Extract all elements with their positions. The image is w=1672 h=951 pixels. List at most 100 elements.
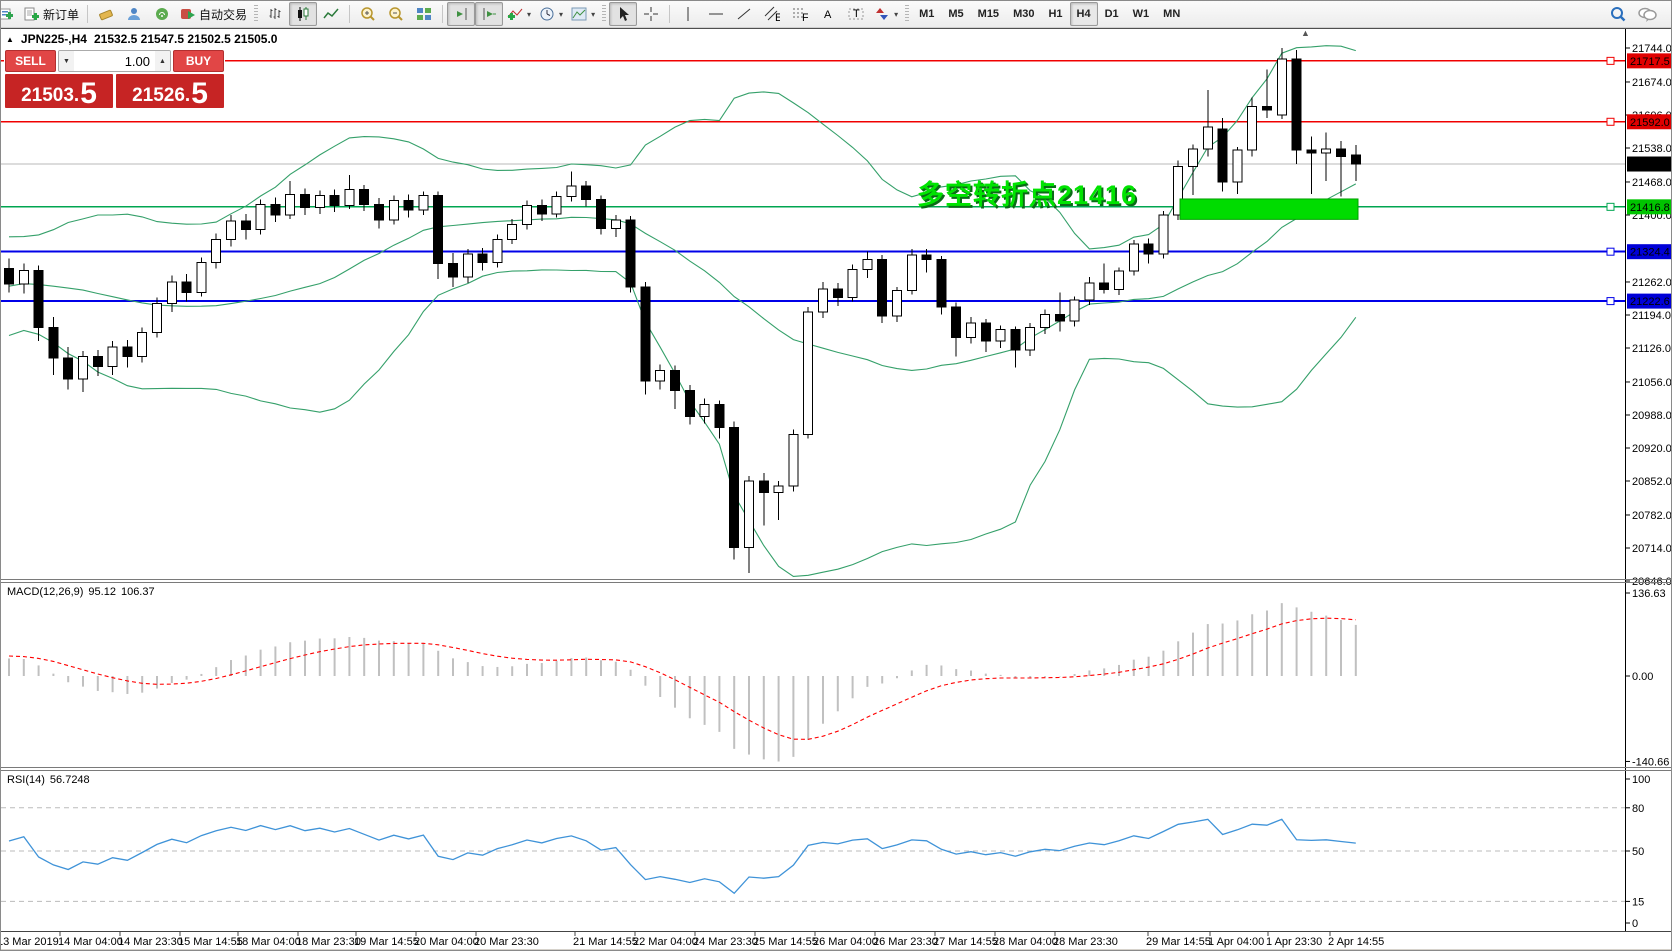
price-tick-label: 21194.0 <box>1632 310 1671 322</box>
candle-body <box>1010 329 1021 351</box>
zoom-out-button[interactable] <box>382 2 410 26</box>
volume-increase-button[interactable]: ▲ <box>155 51 170 71</box>
text-tool-button[interactable]: A <box>814 2 842 26</box>
rsi-line <box>8 818 1356 895</box>
macd-panel[interactable] <box>8 603 1357 762</box>
candle-body <box>477 253 488 264</box>
fibonacci-tool-button[interactable]: F <box>786 2 814 26</box>
macd-scale-label: 0.00 <box>1632 671 1653 683</box>
price-tick-label: 21262.0 <box>1632 277 1672 289</box>
new-order-button[interactable]: 新订单 <box>20 2 83 26</box>
candle-body <box>418 195 429 211</box>
timeframe-menu-button[interactable]: ▾ <box>535 2 567 26</box>
time-axis-label: 18 Mar 04:00 <box>236 936 301 948</box>
panel-toggle-icon[interactable]: ▲ <box>1301 28 1310 38</box>
line-anchor-marker <box>1606 117 1615 126</box>
arrows-tool-button[interactable]: ▾ <box>870 2 902 26</box>
chart-background <box>1 27 1671 949</box>
chevron-down-icon[interactable]: ▾ <box>591 9 596 19</box>
vertical-line-tool-button[interactable] <box>674 2 702 26</box>
candle-body <box>329 195 340 206</box>
price-badge-label: 21592.0 <box>1630 117 1670 129</box>
macd-scale-label: -140.66 <box>1632 756 1669 768</box>
label-tool-button[interactable]: T <box>842 2 870 26</box>
bar-chart-button[interactable] <box>261 2 289 26</box>
channel-tool-button[interactable]: E <box>758 2 786 26</box>
price-badge-label: 21416.8 <box>1630 202 1670 214</box>
up-arrow-icon: ▲ <box>159 57 166 65</box>
chevron-down-icon[interactable]: ▾ <box>894 9 899 19</box>
indicators-button[interactable]: ▾ <box>503 2 535 26</box>
candle-body <box>300 194 310 209</box>
candle-body <box>403 199 414 211</box>
zoom-in-button[interactable] <box>354 2 382 26</box>
buy-button[interactable]: BUY <box>173 50 224 72</box>
crosshair-icon <box>643 6 659 22</box>
auto-trading-button[interactable]: 自动交易 <box>176 2 251 26</box>
candle-body <box>1321 148 1332 154</box>
timeframe-M15[interactable]: M15 <box>977 8 1000 20</box>
chevron-down-icon[interactable]: ▾ <box>527 9 532 19</box>
rsi-indicator-label: RSI(14) 56.7248 <box>7 774 90 786</box>
candle-body <box>1173 165 1184 216</box>
community-button[interactable] <box>120 2 148 26</box>
timeframe-W1[interactable]: W1 <box>1132 8 1150 20</box>
svg-text:E: E <box>775 12 780 22</box>
timeframe-H4[interactable]: H4 <box>1069 2 1098 26</box>
candle-body <box>877 259 888 317</box>
candle-body <box>980 322 991 342</box>
tile-windows-button[interactable] <box>410 2 438 26</box>
status-strip <box>1 949 1671 950</box>
sell-button[interactable]: SELL <box>5 50 56 72</box>
buy-price-display[interactable]: 21526. 5 <box>116 74 224 108</box>
time-axis-label: 22 Mar 04:00 <box>633 936 698 948</box>
volume-decrease-button[interactable]: ▼ <box>59 51 74 71</box>
timeframe-MN[interactable]: MN <box>1163 8 1181 20</box>
price-badge <box>1627 244 1671 260</box>
horizontal-line-tool-button[interactable] <box>702 2 730 26</box>
candle-body <box>596 198 606 230</box>
volume-input[interactable] <box>74 51 155 71</box>
timeframe-M30[interactable]: M30 <box>1013 8 1035 20</box>
line-chart-button[interactable] <box>317 2 345 26</box>
time-axis-label: 28 Mar 23:30 <box>1053 936 1118 948</box>
arrow-shapes-icon <box>874 6 890 22</box>
chat-icon[interactable] <box>1637 5 1659 23</box>
candle-body <box>226 220 236 240</box>
chevron-down-icon[interactable]: ▾ <box>559 9 564 19</box>
collapse-triangle-icon[interactable]: ▲ <box>6 34 14 44</box>
sell-price-display[interactable]: 21503. 5 <box>5 74 113 108</box>
timeframe-M5[interactable]: M5 <box>948 8 964 20</box>
auto-scroll-button[interactable] <box>447 2 476 26</box>
timeframe-H1[interactable]: H1 <box>1048 8 1063 20</box>
candle-body <box>610 219 621 230</box>
macd-value-1: 95.12 <box>88 586 116 598</box>
crosshair-button[interactable] <box>637 2 665 26</box>
eraser-button[interactable] <box>92 2 120 26</box>
highlight-rectangle[interactable] <box>1179 198 1359 220</box>
rsi-panel[interactable] <box>1 807 1625 902</box>
timeframe-D1[interactable]: D1 <box>1104 8 1119 20</box>
cursor-button[interactable] <box>609 2 638 26</box>
main-chart-panel[interactable] <box>1 45 1625 577</box>
new-chart-button[interactable] <box>1 2 20 26</box>
search-icon[interactable] <box>1609 5 1627 23</box>
candle-body <box>714 403 725 429</box>
timeframe-M1[interactable]: M1 <box>919 8 935 20</box>
candle-body <box>1040 314 1050 329</box>
price-tick-label: 21538.0 <box>1632 143 1672 155</box>
templates-button[interactable]: ▾ <box>567 2 599 26</box>
signals-button[interactable] <box>148 2 176 26</box>
candlestick-chart-button[interactable] <box>289 2 318 26</box>
fibonacci-icon: F <box>792 6 808 22</box>
toolbar-grip <box>905 5 910 23</box>
trendline-tool-button[interactable] <box>730 2 758 26</box>
chart-title: ▲ JPN225-,H4 21532.5 21547.5 21502.5 215… <box>6 32 277 46</box>
rsi-scale-label: 100 <box>1632 774 1650 786</box>
candle-body <box>699 403 710 417</box>
chart-shift-button[interactable] <box>475 2 504 26</box>
turning-point-annotation[interactable]: 多空转折点21416 <box>917 180 1138 210</box>
candle-body <box>181 281 192 294</box>
